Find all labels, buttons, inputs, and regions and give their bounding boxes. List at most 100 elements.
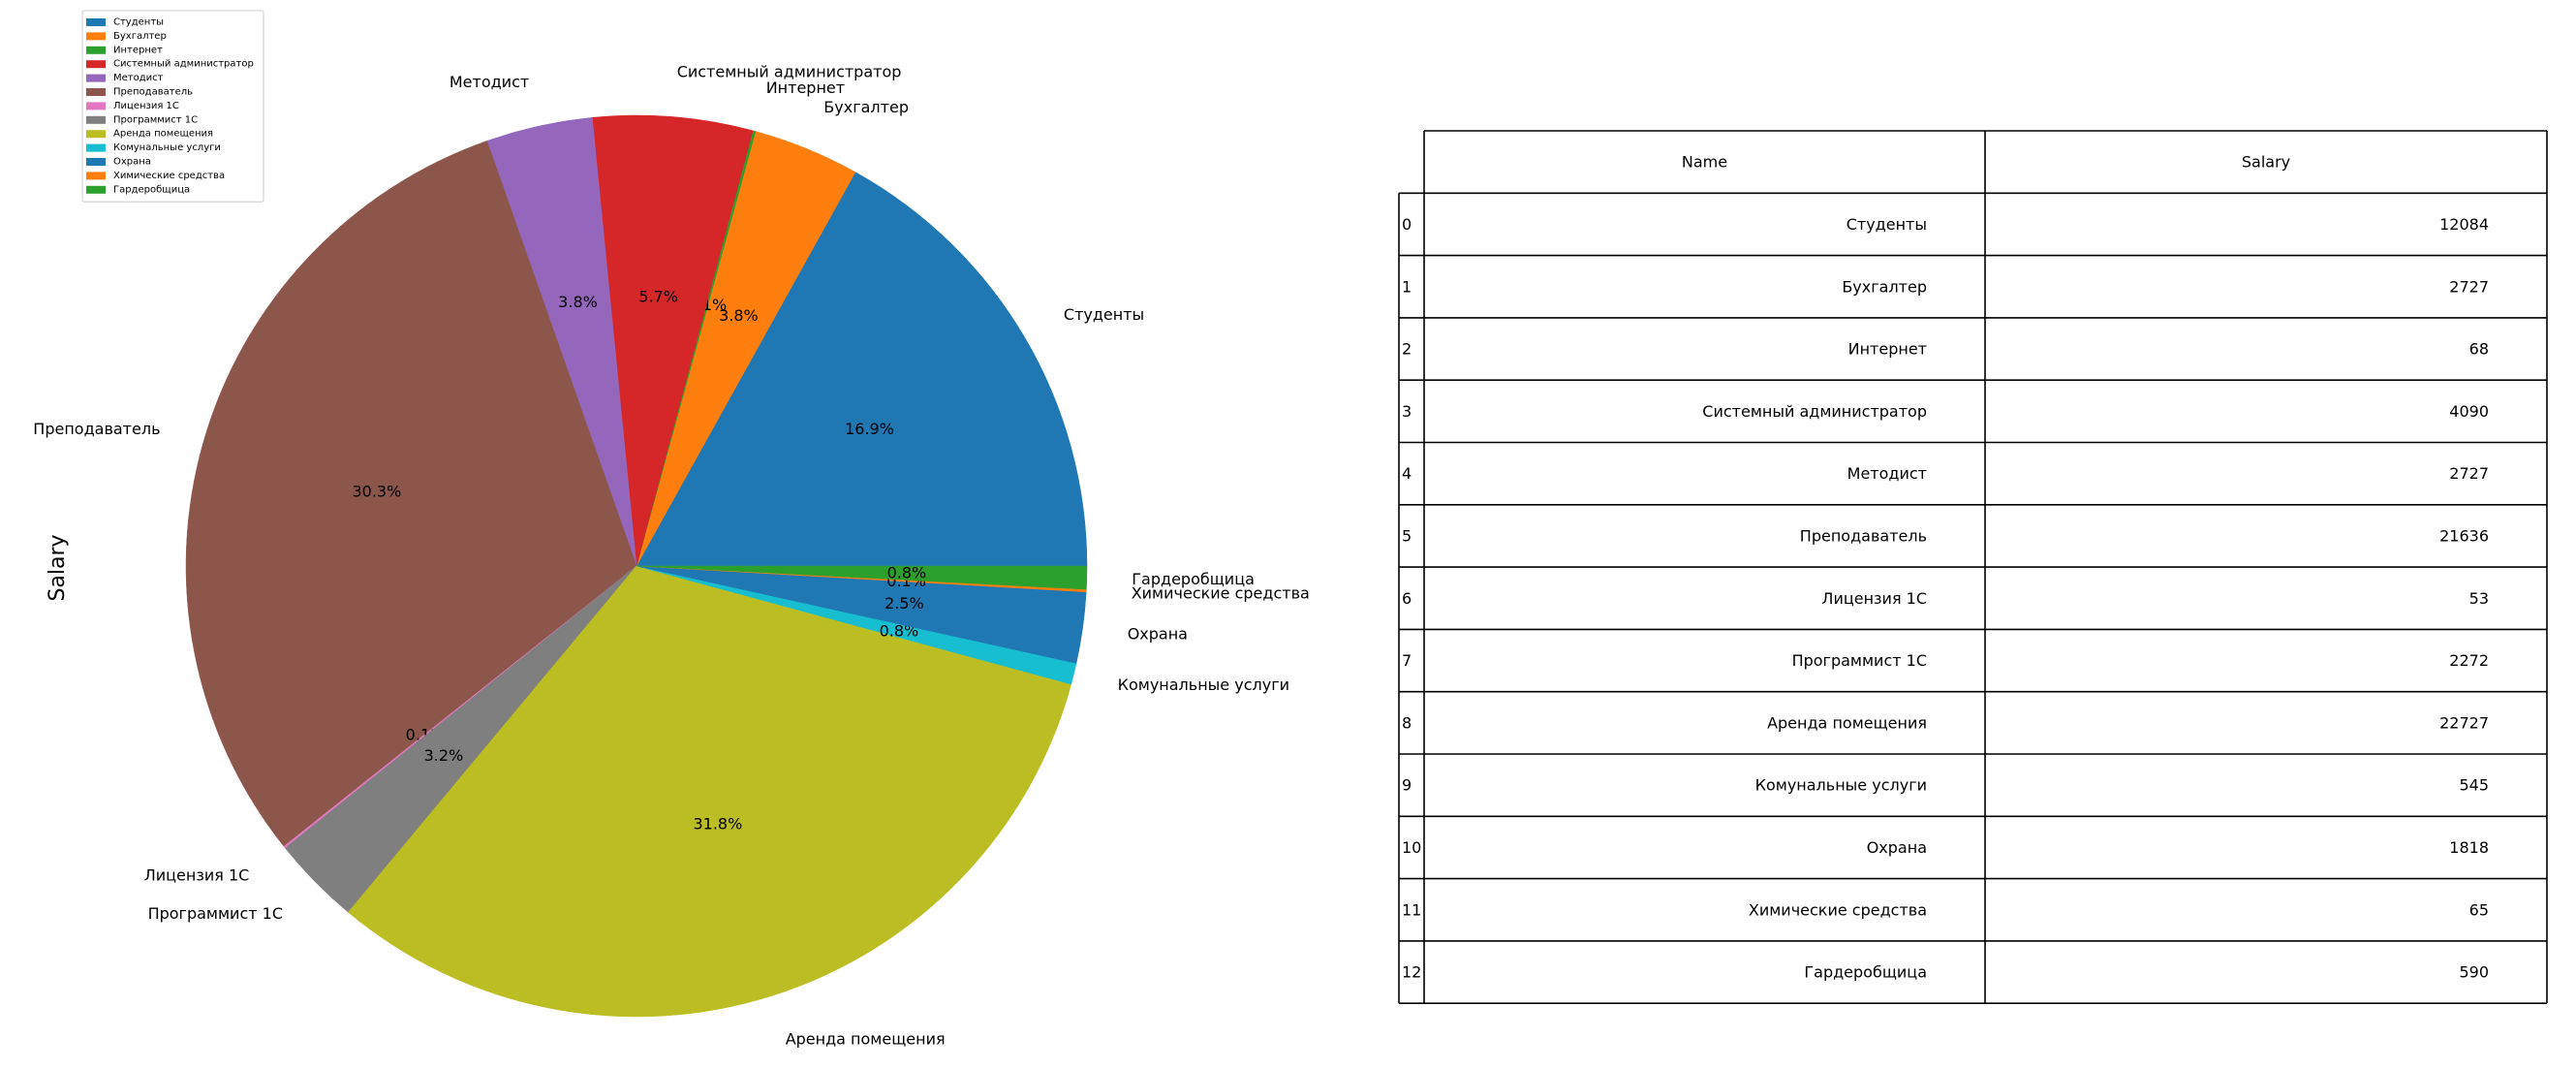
pie-slice-label: Методист	[450, 73, 529, 91]
legend-entry: Студенты	[113, 17, 164, 28]
table-cell-name: Системный администратор	[1702, 402, 1927, 421]
pie-slice	[636, 565, 1088, 590]
table-cell-salary: 21636	[2439, 526, 2489, 545]
legend-entry: Комунальные услуги	[113, 142, 221, 153]
legend-entry: Охрана	[113, 157, 151, 168]
table-cell-salary: 2727	[2449, 277, 2489, 296]
legend-entry: Интернет	[113, 45, 163, 55]
table-cell-name: Методист	[1847, 464, 1927, 483]
pie-slice-label: Программист 1С	[148, 904, 283, 923]
legend-entry: Системный администратор	[113, 59, 254, 70]
table-cell-salary: 2727	[2449, 464, 2489, 483]
table-row-index: 1	[1402, 277, 1412, 296]
legend-swatch	[86, 115, 106, 124]
table-cell-name: Студенты	[1847, 215, 1927, 234]
table-cell-name: Программист 1С	[1792, 651, 1927, 670]
table-cell-salary: 4090	[2449, 402, 2489, 421]
pie-slice-label: Преподаватель	[33, 420, 160, 438]
table-cell-salary: 12084	[2439, 215, 2489, 234]
legend-entry: Преподаватель	[113, 87, 193, 98]
pie-percent-label: 3.8%	[558, 293, 598, 311]
pie-slice-label: Системный администратор	[677, 63, 902, 81]
table-cell-salary: 22727	[2439, 713, 2489, 732]
pie-slice-label: Лицензия 1С	[144, 866, 250, 885]
legend-swatch	[86, 130, 106, 139]
table-cell-name: Комунальные услуги	[1755, 776, 1927, 795]
pie-slice-label: Химические средства	[1132, 584, 1310, 603]
table-row-index: 5	[1402, 526, 1412, 545]
table-cell-salary: 65	[2469, 900, 2489, 919]
pie-percent-label: 16.9%	[845, 420, 894, 438]
legend-swatch	[86, 60, 106, 69]
legend-entry: Гардеробщица	[113, 184, 190, 195]
table-cell-name: Аренда помещения	[1767, 713, 1927, 732]
legend-entry: Бухгалтер	[113, 31, 167, 42]
pie-slice	[185, 141, 637, 847]
table-cell-name: Охрана	[1867, 838, 1927, 857]
legend-swatch	[86, 158, 106, 166]
data-table: Name Salary 0 Студенты 12084 1 Бухгалтер 2727 2 И…	[1398, 130, 2548, 1004]
legend-entry: Программист 1С	[113, 114, 198, 125]
pie-slice-label: Бухгалтер	[823, 98, 909, 116]
pie-slice-label: Комунальные услуги	[1118, 676, 1289, 694]
legend-swatch	[86, 102, 106, 110]
table-row-index: 3	[1402, 402, 1412, 421]
pie-chart: Студенты16.9%Бухгалтер3.8%Интернет0.1%Си…	[33, 63, 1310, 1049]
pie-slice-label: Студенты	[1064, 305, 1144, 324]
legend-swatch	[86, 74, 106, 82]
legend-swatch	[86, 88, 106, 96]
pie-slice-label: Аренда помещения	[786, 1029, 946, 1048]
legend-entry: Аренда помещения	[113, 129, 213, 140]
table-row-index: 8	[1402, 713, 1412, 732]
pie-y-axis-label: Salary	[46, 534, 70, 601]
table-cell-name: Интернет	[1848, 340, 1927, 359]
table-row-index: 10	[1402, 838, 1421, 857]
pie-slice-label: Гардеробщица	[1132, 570, 1255, 588]
legend-swatch	[86, 185, 106, 194]
pie-percent-label: 31.8%	[693, 815, 742, 833]
pie-slice	[636, 172, 1088, 567]
table-row-index: 11	[1402, 900, 1421, 919]
pie-percent-label: 0.8%	[887, 564, 927, 582]
table-row-index: 6	[1402, 589, 1412, 608]
legend-entry: Методист	[113, 73, 164, 83]
table-cell-salary: 590	[2459, 963, 2489, 982]
pie-slice-label: Охрана	[1128, 625, 1188, 644]
legend-swatch	[86, 32, 106, 41]
table-column-header: Name	[1682, 153, 1727, 172]
legend-swatch	[86, 143, 106, 152]
table-cell-salary: 545	[2459, 776, 2489, 795]
pie-percent-label: 3.8%	[719, 306, 759, 325]
table-cell-name: Бухгалтер	[1842, 277, 1927, 296]
table-cell-salary: 2272	[2449, 651, 2489, 670]
pie-percent-label: 30.3%	[352, 482, 401, 500]
pie-legend: Студенты Бухгалтер Интернет Системный админ…	[81, 10, 264, 203]
table-row-index: 2	[1402, 340, 1412, 359]
table-cell-name: Преподаватель	[1800, 526, 1927, 545]
pie-slice	[347, 565, 1072, 1018]
pie-slice	[592, 114, 754, 567]
table-cell-name: Химические средства	[1749, 900, 1927, 919]
legend-entry: Химические средства	[113, 171, 225, 181]
pie-percent-label: 3.2%	[424, 746, 464, 765]
table-row-index: 12	[1402, 963, 1421, 982]
pie-slice-label: Интернет	[766, 79, 845, 97]
pie-percent-label: 2.5%	[885, 594, 924, 613]
table-row-index: 0	[1402, 215, 1412, 234]
table-cell-name: Гардеробщица	[1804, 963, 1927, 982]
table-column-header: Salary	[2242, 153, 2290, 172]
legend-swatch	[86, 18, 106, 26]
legend-frame	[81, 10, 264, 203]
legend-entry: Лицензия 1С	[113, 101, 179, 111]
table-row-index: 7	[1402, 651, 1412, 670]
pie-percent-label: 5.7%	[638, 287, 678, 305]
legend-swatch	[86, 46, 106, 54]
legend-swatch	[86, 172, 106, 180]
table-cell-salary: 68	[2469, 340, 2489, 359]
table-row-index: 4	[1402, 464, 1412, 483]
table-cell-salary: 53	[2469, 589, 2489, 608]
table-row-index: 9	[1402, 776, 1412, 795]
table-cell-name: Лицензия 1С	[1821, 589, 1927, 608]
table-cell-salary: 1818	[2449, 838, 2489, 857]
